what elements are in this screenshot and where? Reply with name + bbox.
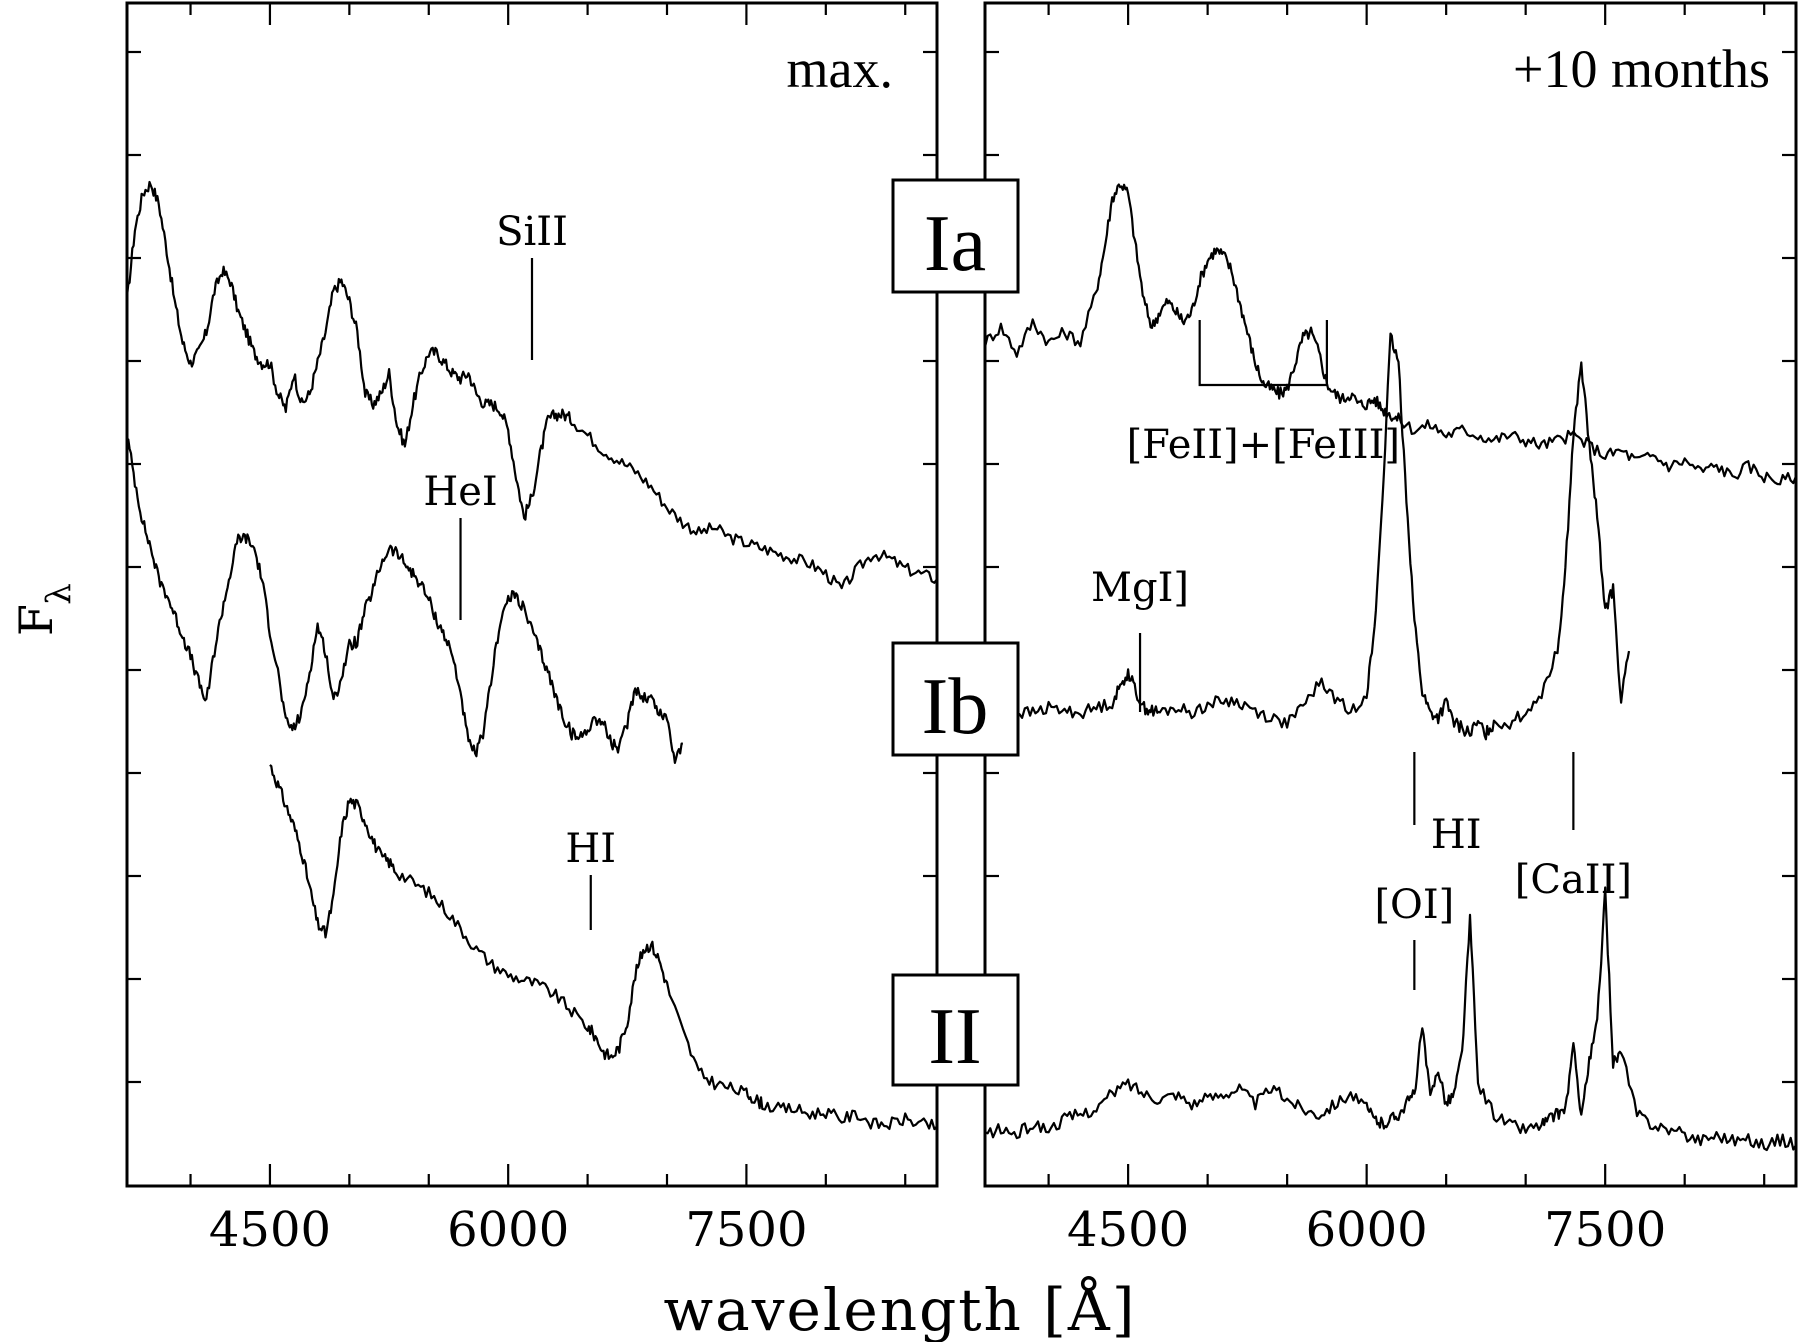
type-box bbox=[891, 178, 1020, 294]
type-box bbox=[891, 973, 1020, 1087]
spectrum-ib bbox=[126, 438, 683, 764]
x-axis-label: wavelength [Å] bbox=[664, 1276, 1137, 1342]
bracket-marker bbox=[1198, 320, 1328, 387]
spectrum-ib bbox=[984, 332, 1631, 741]
x-tick-label: 7500 bbox=[1544, 1202, 1666, 1258]
panel-ten-months: +10 months 4500 6000 7500 [FeII]+[FeIII] MgI… bbox=[983, 1, 1798, 1258]
line-label: MgI] bbox=[1091, 565, 1189, 611]
line-label: HI bbox=[565, 826, 616, 872]
panel-frame bbox=[125, 1, 939, 1188]
type-box bbox=[891, 641, 1020, 757]
type-label-ii: II bbox=[891, 973, 1020, 1087]
x-tick-label: 6000 bbox=[1306, 1202, 1428, 1258]
y-axis-label: F λ bbox=[9, 583, 79, 636]
x-tick-label: 7500 bbox=[685, 1202, 807, 1258]
type-text: II bbox=[928, 993, 981, 1081]
x-tick-label: 4500 bbox=[1067, 1202, 1189, 1258]
type-label-ia: Ia bbox=[891, 178, 1020, 294]
spectrum-ii bbox=[984, 886, 1797, 1152]
panel-maximum: max. 4500 6000 7500 SiII HeI HI bbox=[125, 1, 939, 1258]
line-label: [FeII]+[FeIII] bbox=[1127, 422, 1400, 468]
line-label: [OI] bbox=[1374, 882, 1454, 928]
type-text: Ib bbox=[922, 663, 989, 751]
x-tick-label: 4500 bbox=[209, 1202, 331, 1258]
type-label-ib: Ib bbox=[891, 641, 1020, 757]
type-text: Ia bbox=[924, 200, 986, 288]
y-axis-label-subscript: λ bbox=[39, 583, 79, 605]
panel-frame bbox=[983, 1, 1798, 1188]
spectrum-ii bbox=[269, 764, 938, 1131]
line-label: HI bbox=[1431, 812, 1482, 858]
panel-label: +10 months bbox=[1513, 39, 1770, 99]
line-label: SiII bbox=[496, 209, 568, 255]
panel-label: max. bbox=[787, 39, 893, 99]
spectrum-ia bbox=[983, 183, 1798, 486]
line-label: HeI bbox=[423, 469, 497, 515]
line-label: [CaII] bbox=[1515, 857, 1632, 903]
y-axis-label-main: F bbox=[9, 604, 63, 636]
x-tick-label: 6000 bbox=[447, 1202, 569, 1258]
spectrum-ia bbox=[125, 180, 938, 590]
